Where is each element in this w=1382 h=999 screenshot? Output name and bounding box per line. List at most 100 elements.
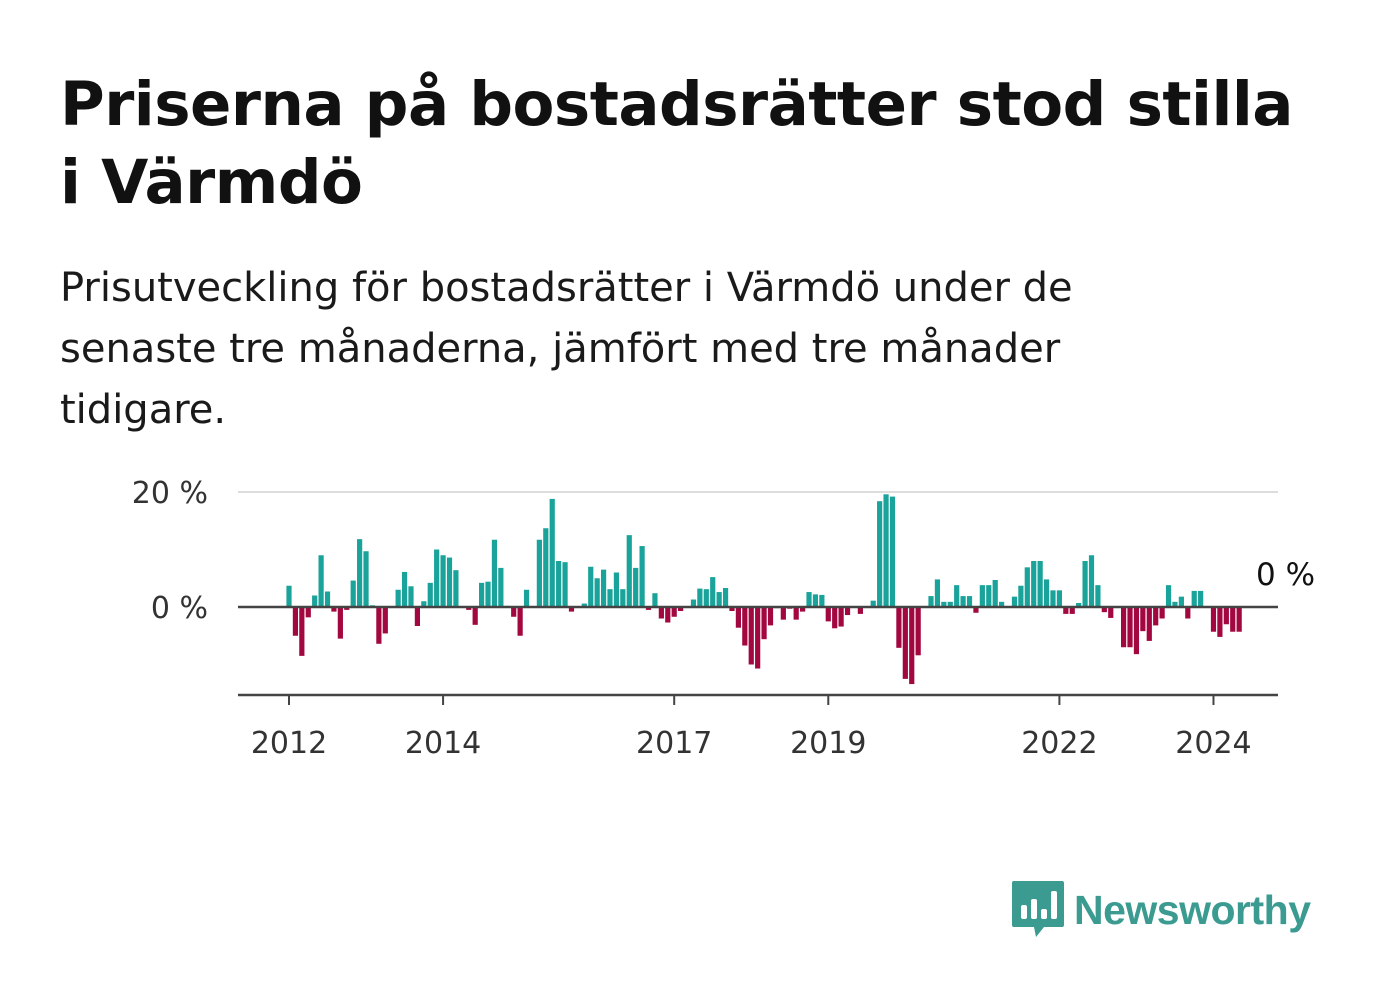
bar (1172, 601, 1178, 607)
bar (722, 588, 729, 607)
bar (909, 607, 915, 685)
bar (973, 607, 979, 613)
bar (755, 607, 761, 669)
bar (568, 607, 575, 612)
bar (1018, 585, 1024, 607)
bar (607, 589, 613, 607)
bar (1159, 607, 1165, 619)
bar (671, 607, 677, 617)
bar (870, 600, 876, 607)
bar (427, 582, 433, 607)
bar (382, 607, 388, 634)
bar (652, 593, 658, 607)
bar (440, 555, 446, 607)
bar (331, 607, 337, 612)
bar (979, 585, 985, 607)
bar (1101, 607, 1107, 613)
bar (511, 607, 517, 617)
bar (902, 607, 908, 679)
bar (1121, 607, 1127, 648)
bar (472, 607, 478, 625)
bar (466, 607, 472, 610)
bar (748, 607, 754, 665)
bar (793, 607, 799, 620)
bar (1210, 607, 1217, 632)
bar (1217, 607, 1223, 637)
bar (401, 571, 408, 607)
bar (491, 539, 498, 607)
bar (498, 567, 504, 607)
bar (421, 601, 427, 607)
bar (812, 594, 819, 607)
bar (633, 567, 639, 607)
bar (954, 585, 960, 607)
bar (1230, 607, 1236, 632)
bar (645, 607, 652, 610)
bar (1082, 561, 1088, 607)
bar (915, 607, 921, 656)
bar (1185, 607, 1191, 619)
bar (485, 581, 491, 607)
bar (941, 601, 947, 607)
bar (710, 577, 716, 607)
bar (857, 607, 863, 614)
x-tick-label: 2014 (405, 726, 481, 761)
bar (324, 591, 331, 607)
bar (613, 572, 620, 607)
bar (658, 607, 664, 619)
bar (690, 599, 697, 607)
bar (517, 607, 523, 636)
bar (543, 528, 549, 607)
bar (1011, 596, 1018, 607)
page-title: Priserna på bostadsrätter stod stilla i … (60, 69, 1293, 218)
x-tick-label: 2019 (790, 726, 866, 761)
bar (434, 549, 440, 607)
bar (1050, 590, 1056, 607)
bar (639, 546, 645, 607)
bar (832, 607, 838, 629)
bar (1108, 607, 1114, 618)
bar (556, 561, 562, 607)
bar (588, 566, 594, 607)
bar (761, 607, 767, 640)
bar (767, 607, 774, 626)
bar (1153, 607, 1159, 626)
bar (806, 592, 812, 607)
bar (536, 539, 542, 607)
bar (620, 589, 626, 607)
bar (376, 607, 382, 644)
bar (479, 582, 485, 607)
bar (838, 607, 844, 627)
bar (594, 578, 600, 607)
bar (523, 589, 530, 607)
bar (1223, 607, 1229, 625)
bar (703, 589, 709, 607)
bar (1236, 607, 1242, 632)
bar (363, 551, 369, 607)
bar (819, 594, 825, 607)
bar (992, 579, 998, 607)
brand-logo: Newsworthy (1010, 878, 1311, 942)
bar (1165, 585, 1172, 607)
bar (883, 494, 889, 607)
last-value-label: 0 % (1256, 557, 1315, 593)
bar (742, 607, 748, 646)
bar (729, 607, 735, 612)
bar (928, 596, 934, 607)
bar (600, 569, 607, 608)
y-tick-label: 20 % (132, 476, 208, 511)
bar (1140, 607, 1146, 632)
x-tick-label: 2017 (636, 726, 712, 761)
bar (780, 607, 786, 620)
bar (312, 595, 318, 607)
bar (986, 585, 992, 607)
bar (1031, 561, 1037, 607)
brand-name: Newsworthy (1074, 886, 1311, 933)
bar (1178, 596, 1184, 607)
bar (453, 570, 459, 607)
bar (1095, 585, 1101, 607)
bar (947, 601, 953, 607)
bar (800, 607, 806, 612)
bar (844, 607, 851, 616)
bar (562, 562, 568, 607)
